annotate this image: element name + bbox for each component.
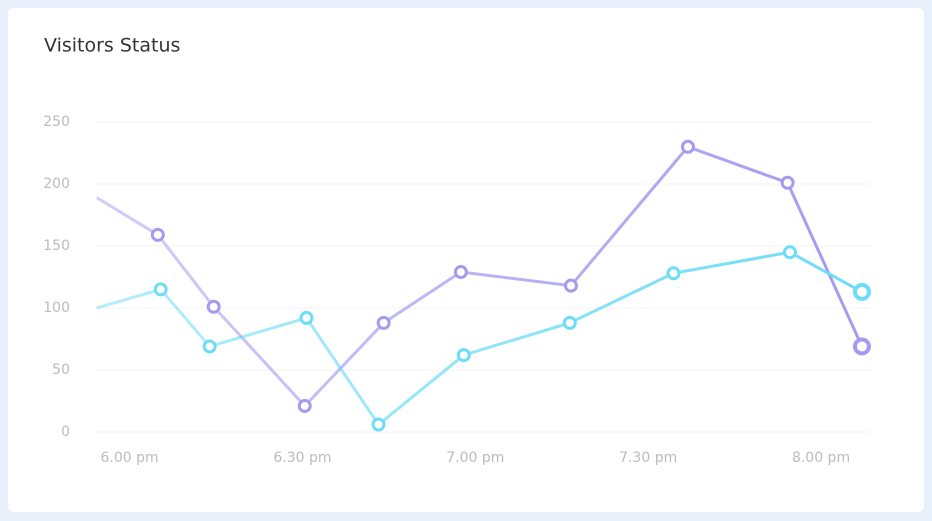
x-tick-label: 6.00 pm — [100, 450, 158, 466]
point-marker — [206, 299, 221, 314]
y-tick-label: 150 — [43, 238, 70, 254]
point-marker — [297, 398, 312, 413]
point-marker — [371, 417, 386, 432]
point-marker — [376, 315, 391, 330]
point-marker — [562, 315, 577, 330]
y-tick-label: 50 — [52, 362, 70, 378]
x-tick-label: 6.30 pm — [273, 450, 331, 466]
point-marker — [782, 245, 797, 260]
chart-title: Visitors Status — [44, 35, 180, 57]
point-marker — [202, 339, 217, 354]
y-tick-label: 100 — [43, 300, 70, 316]
point-marker — [456, 348, 471, 363]
series-line — [96, 250, 863, 427]
x-tick-label: 8.00 pm — [792, 450, 850, 466]
x-tick-label: 7.00 pm — [446, 450, 504, 466]
x-tick-label: 7.30 pm — [619, 450, 677, 466]
point-marker — [852, 282, 871, 301]
point-marker — [299, 310, 314, 325]
point-marker — [666, 266, 681, 281]
y-tick-label: 0 — [61, 424, 70, 440]
point-marker — [153, 282, 168, 297]
point-marker — [852, 337, 871, 356]
point-marker — [563, 278, 578, 293]
point-marker — [680, 139, 695, 154]
series-line — [95, 145, 864, 408]
y-tick-label: 250 — [43, 114, 70, 130]
card — [8, 8, 924, 512]
y-tick-label: 200 — [43, 176, 70, 192]
point-marker — [150, 227, 165, 242]
point-marker — [453, 265, 468, 280]
point-marker — [780, 175, 795, 190]
